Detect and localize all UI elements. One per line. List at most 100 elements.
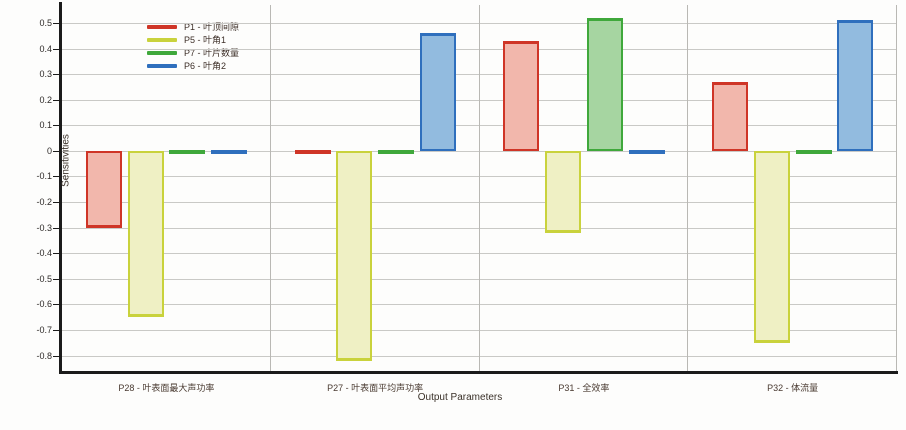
category-label: P32 - 体流量	[767, 383, 819, 393]
gridline	[62, 304, 897, 306]
bar-P7-cat1	[169, 149, 206, 154]
legend: P1 - 叶顶间隙 P5 - 叶角1 P7 - 叶片数量 P6 - 叶角2	[147, 20, 239, 72]
y-tick-mark	[53, 330, 59, 332]
bar-cap	[712, 81, 748, 85]
y-tick-mark	[53, 202, 59, 204]
bar-P1-cat3	[503, 40, 540, 151]
bar-P1-cat1	[85, 150, 122, 228]
legend-label: P5 - 叶角1	[184, 34, 227, 45]
gridline	[62, 176, 897, 178]
y-tick-label: 0.1	[39, 120, 52, 131]
gridline	[62, 150, 897, 152]
gridline	[62, 22, 897, 24]
bar-cap	[795, 150, 832, 154]
y-tick-label: 0.4	[39, 43, 52, 54]
bar-cap	[628, 150, 665, 154]
bar-cap	[378, 150, 414, 154]
bar-P6-cat4	[837, 20, 874, 151]
bar-cap	[294, 150, 331, 154]
bar-P7-cat4	[795, 149, 832, 154]
y-tick-label: -0.1	[36, 171, 52, 182]
bar-P5-cat1	[127, 150, 164, 318]
legend-color-swatch	[147, 63, 177, 68]
category-label: P27 - 叶表面平均声功率	[327, 383, 424, 393]
y-tick-label: -0.5	[36, 273, 52, 284]
gridline	[62, 99, 897, 101]
gridline	[62, 330, 897, 332]
legend-item: P1 - 叶顶间隙	[147, 20, 239, 33]
bar-cap	[545, 229, 581, 233]
category-label: P28 - 叶表面最大声功率	[118, 383, 215, 393]
bar-P6-cat1	[211, 149, 247, 154]
gridline	[62, 202, 897, 204]
bar-cap	[837, 20, 874, 24]
gridline	[62, 355, 897, 357]
y-tick-label: -0.3	[36, 222, 52, 233]
y-tick-mark	[53, 227, 59, 229]
bar-cap	[211, 150, 247, 154]
y-tick-mark	[53, 22, 59, 24]
y-tick-mark	[53, 99, 59, 101]
bar-cap	[169, 150, 206, 154]
y-tick-label: 0.3	[39, 69, 52, 80]
y-tick-mark	[53, 304, 59, 306]
group-divider	[269, 5, 271, 371]
group-divider	[478, 5, 480, 371]
category-label: P31 - 全效率	[558, 383, 610, 393]
bar-cap	[753, 339, 790, 343]
bar-cap	[85, 224, 122, 228]
gridline	[62, 278, 897, 280]
y-tick-label: 0.5	[39, 17, 52, 28]
legend-color-swatch	[147, 50, 177, 55]
gridline	[62, 253, 897, 255]
y-tick-mark	[53, 176, 59, 178]
y-tick-mark	[53, 253, 59, 255]
y-tick-label: -0.8	[36, 350, 52, 361]
gridline	[62, 125, 897, 127]
y-tick-mark	[53, 355, 59, 357]
group-divider	[896, 5, 897, 371]
bar-cap	[586, 17, 623, 21]
y-tick-mark	[53, 48, 59, 50]
y-tick-mark	[53, 278, 59, 280]
legend-color-swatch	[147, 24, 177, 29]
x-axis-line	[59, 371, 898, 374]
legend-label: P6 - 叶角2	[184, 60, 227, 71]
y-tick-mark	[53, 150, 59, 152]
legend-label: P1 - 叶顶间隙	[184, 21, 240, 32]
y-tick-label: -0.2	[36, 197, 52, 208]
legend-color-swatch	[147, 37, 177, 42]
bar-cap	[127, 314, 164, 318]
gridline	[62, 227, 897, 229]
plot-area: P1 - 叶顶间隙 P5 - 叶角1 P7 - 叶片数量 P6 - 叶角2 0.5 0.…	[36, 2, 898, 393]
gridline	[62, 48, 897, 50]
x-axis-title: Output Parameters	[417, 392, 503, 403]
bar-P7-cat2	[378, 149, 414, 154]
y-tick-label: 0	[46, 145, 52, 156]
y-tick-label: -0.4	[36, 248, 52, 259]
y-tick-label: -0.7	[36, 325, 52, 336]
bar-P7-cat3	[586, 17, 623, 151]
bar-P5-cat3	[545, 150, 581, 233]
legend-item: P5 - 叶角1	[147, 33, 239, 46]
bar-P1-cat4	[712, 81, 748, 151]
bar-cap	[336, 357, 373, 361]
bar-cap	[419, 33, 456, 37]
bar-P6-cat3	[628, 149, 665, 154]
y-tick-mark	[53, 74, 59, 76]
y-tick-label: -0.6	[36, 299, 52, 310]
bar-P5-cat4	[753, 150, 790, 343]
y-tick-label: 0.2	[39, 94, 52, 105]
group-divider	[687, 5, 689, 371]
legend-item: P7 - 叶片数量	[147, 46, 239, 59]
bar-P1-cat2	[294, 149, 331, 154]
y-tick-mark	[53, 125, 59, 127]
gridline	[62, 74, 897, 76]
legend-item: P6 - 叶角2	[147, 59, 239, 72]
bar-P6-cat2	[419, 33, 456, 151]
y-axis-line	[59, 2, 62, 374]
bar-cap	[503, 40, 540, 44]
legend-label: P7 - 叶片数量	[184, 47, 240, 58]
bar-P5-cat2	[336, 150, 373, 361]
